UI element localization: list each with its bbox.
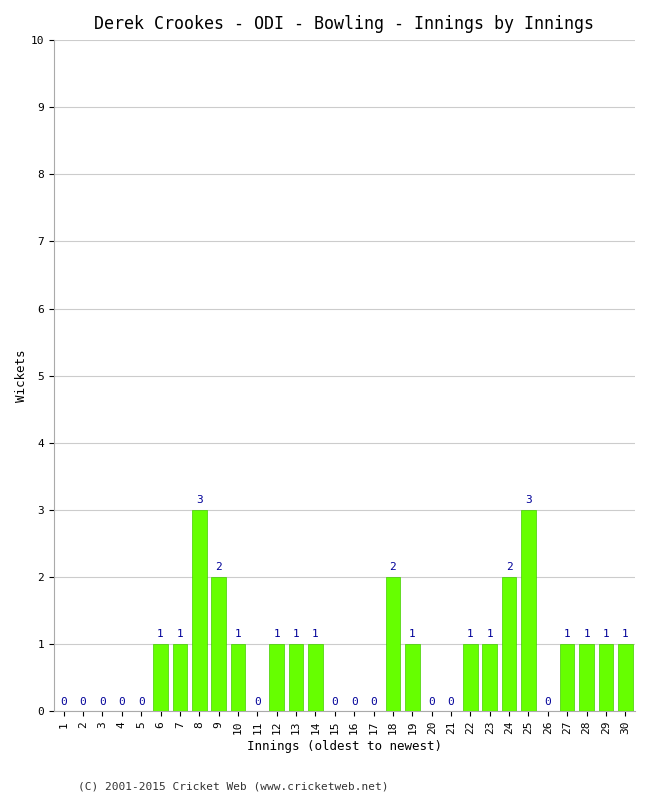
Bar — [560, 644, 575, 711]
Text: 0: 0 — [60, 697, 67, 706]
Bar — [463, 644, 478, 711]
Title: Derek Crookes - ODI - Bowling - Innings by Innings: Derek Crookes - ODI - Bowling - Innings … — [94, 15, 595, 33]
Text: 2: 2 — [389, 562, 396, 572]
Text: 0: 0 — [428, 697, 435, 706]
Text: 0: 0 — [118, 697, 125, 706]
Text: (C) 2001-2015 Cricket Web (www.cricketweb.net): (C) 2001-2015 Cricket Web (www.cricketwe… — [78, 782, 389, 792]
Text: 1: 1 — [312, 630, 318, 639]
Bar — [385, 577, 400, 711]
Text: 2: 2 — [215, 562, 222, 572]
Text: 3: 3 — [196, 495, 203, 505]
Text: 1: 1 — [583, 630, 590, 639]
Bar — [289, 644, 304, 711]
Y-axis label: Wickets: Wickets — [15, 350, 28, 402]
Text: 1: 1 — [235, 630, 241, 639]
Bar — [173, 644, 187, 711]
Bar — [502, 577, 516, 711]
Text: 1: 1 — [292, 630, 300, 639]
Bar — [270, 644, 284, 711]
Text: 1: 1 — [622, 630, 629, 639]
Bar — [308, 644, 322, 711]
Text: 0: 0 — [370, 697, 377, 706]
Bar — [153, 644, 168, 711]
Text: 0: 0 — [138, 697, 144, 706]
Text: 0: 0 — [99, 697, 106, 706]
Bar — [579, 644, 594, 711]
Bar — [211, 577, 226, 711]
Text: 3: 3 — [525, 495, 532, 505]
Bar — [231, 644, 245, 711]
Text: 0: 0 — [332, 697, 338, 706]
Text: 2: 2 — [506, 562, 512, 572]
X-axis label: Innings (oldest to newest): Innings (oldest to newest) — [247, 740, 442, 753]
Text: 1: 1 — [274, 630, 280, 639]
Text: 0: 0 — [545, 697, 551, 706]
Text: 1: 1 — [603, 630, 609, 639]
Bar — [521, 510, 536, 711]
Bar — [599, 644, 613, 711]
Text: 0: 0 — [448, 697, 454, 706]
Text: 0: 0 — [80, 697, 86, 706]
Text: 1: 1 — [564, 630, 571, 639]
Text: 1: 1 — [467, 630, 474, 639]
Bar — [192, 510, 207, 711]
Text: 1: 1 — [177, 630, 183, 639]
Bar — [618, 644, 632, 711]
Text: 1: 1 — [486, 630, 493, 639]
Text: 0: 0 — [351, 697, 358, 706]
Bar — [482, 644, 497, 711]
Bar — [405, 644, 419, 711]
Text: 1: 1 — [157, 630, 164, 639]
Text: 0: 0 — [254, 697, 261, 706]
Text: 1: 1 — [409, 630, 415, 639]
